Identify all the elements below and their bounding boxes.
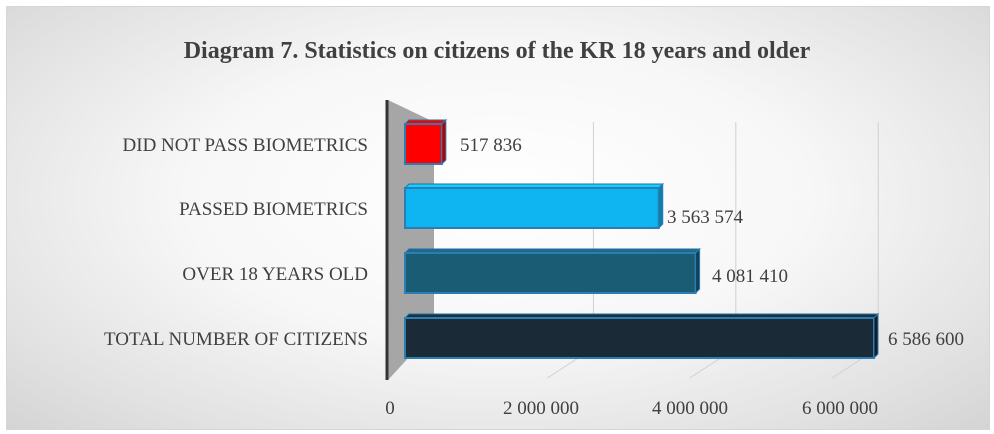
bar-end (873, 312, 879, 360)
bar-end (441, 118, 447, 166)
bar-front (404, 252, 697, 294)
x-tick-label: 0 (385, 398, 395, 419)
bar (403, 118, 448, 166)
bar-front (404, 317, 875, 359)
data-label: 4 081 410 (712, 266, 788, 287)
category-label: TOTAL NUMBER OF CITIZENS (104, 329, 368, 350)
category-label: PASSED BIOMETRICS (179, 199, 368, 220)
category-label: OVER 18 YEARS OLD (182, 264, 368, 285)
x-tick-label: 2 000 000 (503, 398, 579, 419)
category-label: DID NOT PASS BIOMETRICS (123, 135, 368, 156)
bars (403, 118, 880, 360)
x-tick-label: 4 000 000 (652, 398, 728, 419)
data-label: 517 836 (460, 135, 522, 156)
x-tick-label: 6 000 000 (802, 398, 878, 419)
bar-end (658, 182, 664, 230)
side-wall (388, 100, 434, 380)
value-labels: 517 836 3 563 574 4 081 410 6 586 600 (460, 135, 964, 350)
bar (403, 312, 880, 360)
x-tick-labels: 0 2 000 000 4 000 000 6 000 000 (385, 398, 878, 419)
bar (403, 182, 664, 230)
chart-title: Diagram 7. Statistics on citizens of the… (184, 38, 811, 64)
back-wall (388, 100, 434, 380)
data-label: 3 563 574 (667, 207, 744, 228)
data-label: 6 586 600 (888, 329, 964, 350)
bar-end (695, 247, 701, 295)
category-labels: DID NOT PASS BIOMETRICS PASSED BIOMETRICS… (104, 135, 368, 350)
bar-front (404, 123, 443, 165)
bar (403, 247, 701, 295)
bar-front (404, 187, 660, 229)
